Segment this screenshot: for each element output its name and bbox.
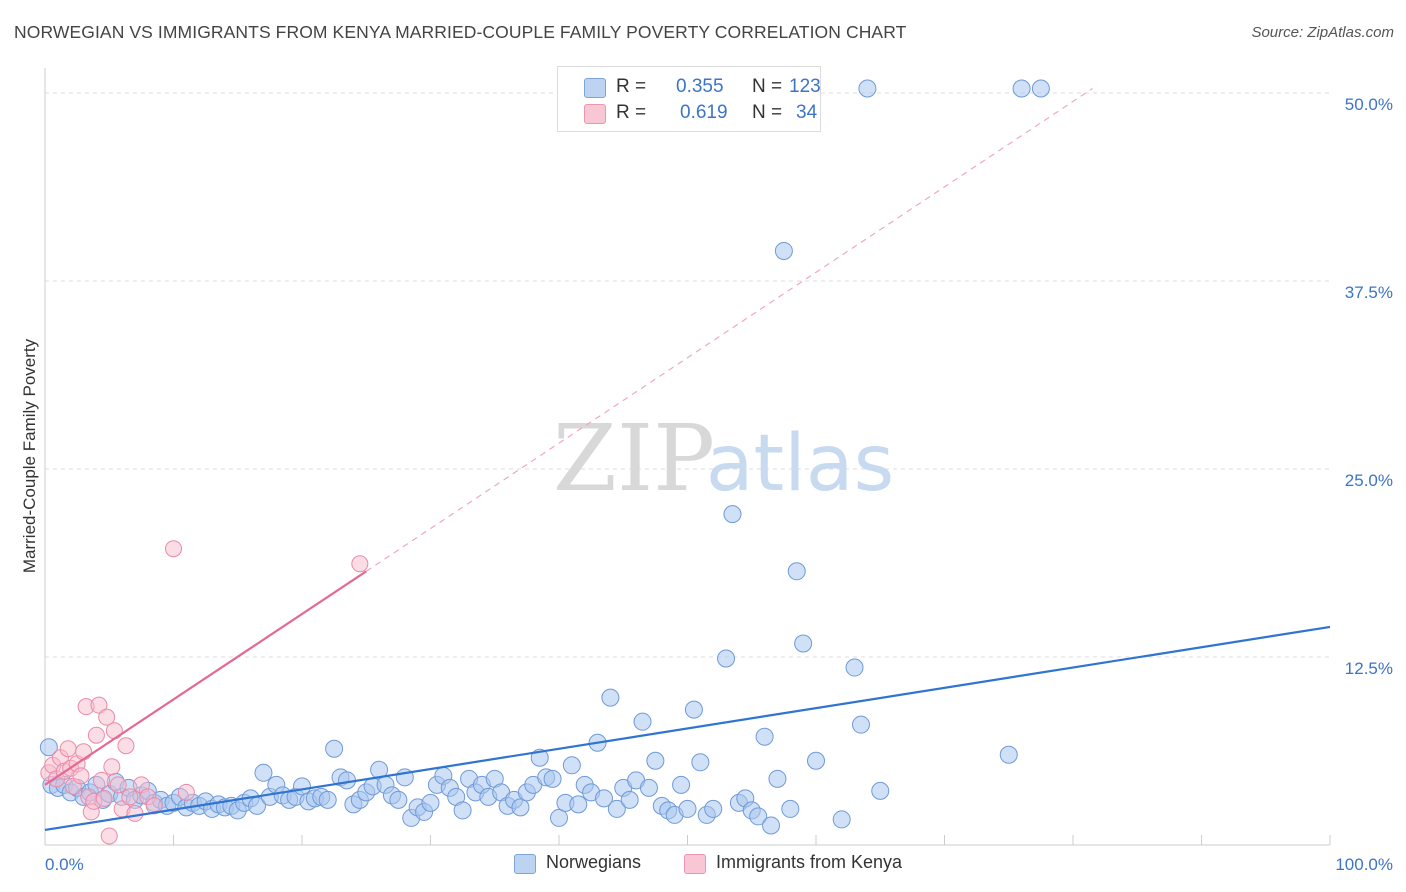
legend-n-value-kenya: 34	[796, 102, 818, 123]
data-point-norwegians	[851, 715, 870, 734]
y-tick-label: 50.0%	[1345, 95, 1393, 114]
data-point-norwegians	[794, 634, 813, 653]
correlation-legend: R = 0.355 N = 123 R = 0.619 N = 34	[557, 66, 821, 132]
data-point-kenya	[109, 776, 127, 794]
data-point-norwegians	[755, 727, 774, 746]
legend-swatch-kenya	[584, 104, 606, 124]
data-point-norwegians	[543, 769, 562, 788]
legend-swatch-norwegians	[584, 78, 606, 98]
data-point-norwegians	[787, 562, 806, 581]
legend-r-value-norwegians: 0.355	[676, 76, 724, 97]
data-point-kenya	[98, 708, 116, 726]
data-point-kenya	[103, 758, 121, 776]
watermark-zip: ZIP	[553, 405, 715, 512]
data-point-norwegians	[999, 745, 1018, 764]
grid-layer	[45, 92, 1330, 658]
legend-n-value-norwegians: 123	[789, 76, 821, 97]
data-point-norwegians	[807, 751, 825, 770]
data-point-norwegians	[723, 505, 742, 524]
data-point-norwegians	[678, 799, 697, 818]
data-point-kenya	[87, 726, 105, 744]
data-point-norwegians	[601, 688, 620, 707]
data-point-kenya	[145, 797, 163, 815]
bottom-label-kenya: Immigrants from Kenya	[716, 852, 903, 872]
y-tick-label: 12.5%	[1345, 659, 1393, 678]
data-point-norwegians	[639, 778, 658, 797]
data-point-norwegians	[704, 799, 723, 818]
data-point-kenya	[59, 740, 77, 758]
data-point-kenya	[93, 771, 111, 789]
data-point-norwegians	[1031, 79, 1050, 98]
data-point-kenya	[100, 827, 118, 845]
data-point-norwegians	[39, 738, 58, 757]
trend-layer	[44, 88, 1331, 832]
data-point-kenya	[126, 804, 144, 822]
y-axis-label: Married-Couple Family Poverty	[20, 338, 39, 573]
y-tick-label: 25.0%	[1345, 471, 1393, 490]
legend-n-label: N =	[752, 76, 783, 97]
data-point-norwegians	[594, 789, 613, 808]
data-point-norwegians	[421, 793, 440, 812]
data-point-kenya	[75, 743, 93, 761]
source-label: Source: ZipAtlas.com	[1251, 24, 1394, 41]
data-point-norwegians	[325, 739, 344, 758]
data-point-kenya	[90, 696, 108, 714]
data-point-norwegians	[858, 79, 877, 98]
data-point-norwegians	[569, 795, 588, 814]
data-point-norwegians	[691, 753, 710, 772]
axis-layer: 12.5% 25.0% 37.5% 50.0% 0.0% 100.0%	[44, 68, 1393, 874]
data-point-norwegians	[646, 751, 665, 770]
trend-line-kenya-extension	[365, 88, 1093, 572]
data-point-norwegians	[453, 801, 472, 820]
data-point-norwegians	[607, 799, 626, 818]
bottom-swatch-kenya	[684, 854, 706, 874]
data-point-kenya	[95, 789, 113, 807]
data-point-norwegians	[781, 799, 800, 818]
watermark: ZIP atlas	[553, 405, 894, 512]
legend-r-value-kenya: 0.619	[680, 102, 728, 123]
data-point-norwegians	[762, 816, 781, 835]
data-point-norwegians	[511, 798, 530, 817]
data-point-norwegians	[774, 241, 793, 260]
data-point-norwegians	[684, 700, 703, 719]
x-tick-label: 0.0%	[45, 855, 84, 874]
x-tick-label: 100.0%	[1335, 855, 1393, 874]
data-point-norwegians	[562, 756, 581, 775]
data-point-kenya	[351, 555, 369, 573]
data-point-norwegians	[318, 790, 337, 809]
data-point-norwegians	[672, 775, 691, 794]
bottom-label-norwegians: Norwegians	[546, 852, 642, 872]
data-point-norwegians	[832, 810, 851, 829]
data-point-kenya	[165, 540, 182, 558]
data-point-norwegians	[749, 807, 768, 826]
y-tick-label: 37.5%	[1345, 283, 1393, 302]
data-point-norwegians	[717, 649, 736, 668]
watermark-atlas: atlas	[706, 419, 895, 509]
data-point-norwegians	[845, 658, 864, 677]
data-point-kenya	[177, 783, 195, 801]
data-point-norwegians	[389, 790, 408, 809]
data-point-norwegians	[620, 790, 639, 809]
data-point-norwegians	[254, 763, 273, 782]
bottom-swatch-norwegians	[514, 854, 536, 874]
legend-n-label: N =	[752, 102, 783, 123]
data-point-norwegians	[293, 777, 311, 796]
chart-title: NORWEGIAN VS IMMIGRANTS FROM KENYA MARRI…	[14, 22, 907, 42]
data-point-norwegians	[768, 769, 787, 788]
trend-line-norwegians	[44, 625, 1331, 832]
data-point-norwegians	[871, 781, 890, 800]
data-point-norwegians	[633, 712, 652, 731]
data-point-kenya	[121, 788, 139, 806]
data-point-kenya	[117, 737, 135, 755]
trend-line-kenya	[44, 570, 367, 786]
legend-r-label: R =	[616, 102, 647, 123]
data-point-norwegians	[550, 808, 568, 827]
data-point-kenya	[72, 767, 90, 785]
legend-r-label: R =	[616, 76, 647, 97]
points-layer	[39, 79, 1050, 845]
data-point-norwegians	[1012, 79, 1031, 98]
data-point-norwegians	[370, 760, 389, 779]
